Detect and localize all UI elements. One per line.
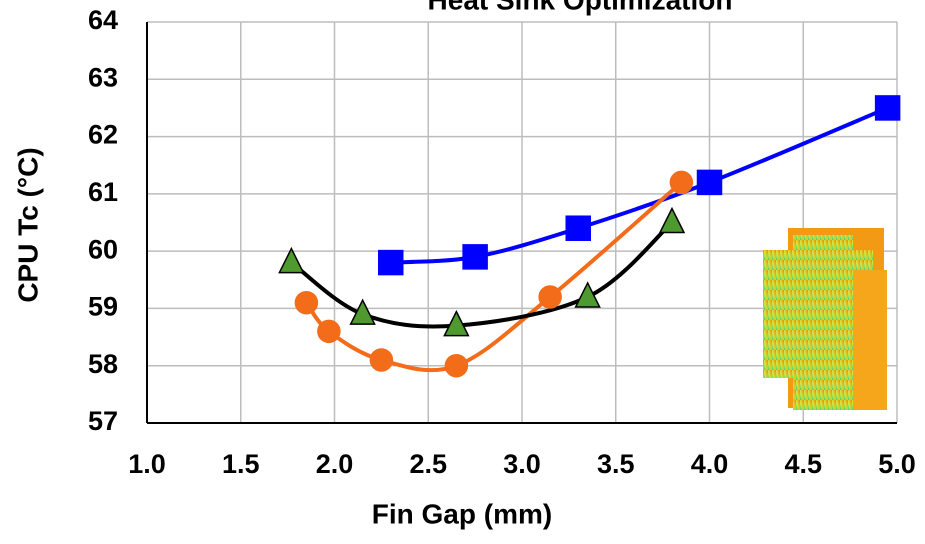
square-marker bbox=[566, 216, 590, 240]
circle-marker bbox=[318, 320, 340, 342]
y-tick-label: 63 bbox=[88, 62, 118, 92]
x-tick-label: 3.5 bbox=[597, 449, 635, 479]
page: {"chart_data": {"type": "line", "title":… bbox=[0, 0, 925, 539]
circle-marker bbox=[539, 286, 561, 308]
y-tick-label: 64 bbox=[88, 5, 118, 35]
chart: Heat Sink Optimization Fin Gap (mm) CPU … bbox=[0, 0, 925, 539]
square-marker bbox=[876, 96, 900, 120]
x-tick-label: 1.0 bbox=[128, 449, 166, 479]
y-tick-label: 62 bbox=[88, 120, 118, 150]
x-tick-label: 3.0 bbox=[503, 449, 541, 479]
y-axis-label: CPU Tc (°C) bbox=[12, 147, 43, 302]
circle-marker bbox=[445, 355, 467, 377]
x-tick-label: 5.0 bbox=[878, 449, 916, 479]
x-tick-label: 4.0 bbox=[691, 449, 729, 479]
x-tick-label: 1.5 bbox=[222, 449, 260, 479]
y-tick-label: 60 bbox=[88, 234, 118, 264]
x-axis-label: Fin Gap (mm) bbox=[372, 498, 552, 529]
triangle-marker bbox=[576, 283, 600, 307]
circle-marker bbox=[295, 292, 317, 314]
y-tick-label: 58 bbox=[88, 349, 118, 379]
triangle-marker bbox=[279, 249, 303, 273]
heat-sink-illustration bbox=[763, 228, 887, 410]
series-line bbox=[291, 223, 672, 327]
square-marker bbox=[379, 251, 403, 275]
triangle-marker bbox=[660, 209, 684, 233]
x-tick-label: 2.0 bbox=[316, 449, 354, 479]
y-tick-label: 57 bbox=[88, 406, 118, 436]
circle-marker bbox=[370, 349, 392, 371]
y-tick-label: 61 bbox=[88, 177, 118, 207]
x-tick-label: 2.5 bbox=[409, 449, 447, 479]
x-tick-label: 4.5 bbox=[784, 449, 822, 479]
y-tick-label: 59 bbox=[88, 292, 118, 322]
square-marker bbox=[463, 245, 487, 269]
series-line bbox=[306, 182, 681, 370]
circle-marker bbox=[670, 171, 692, 193]
square-marker bbox=[698, 170, 722, 194]
chart-title: Heat Sink Optimization bbox=[428, 0, 733, 15]
